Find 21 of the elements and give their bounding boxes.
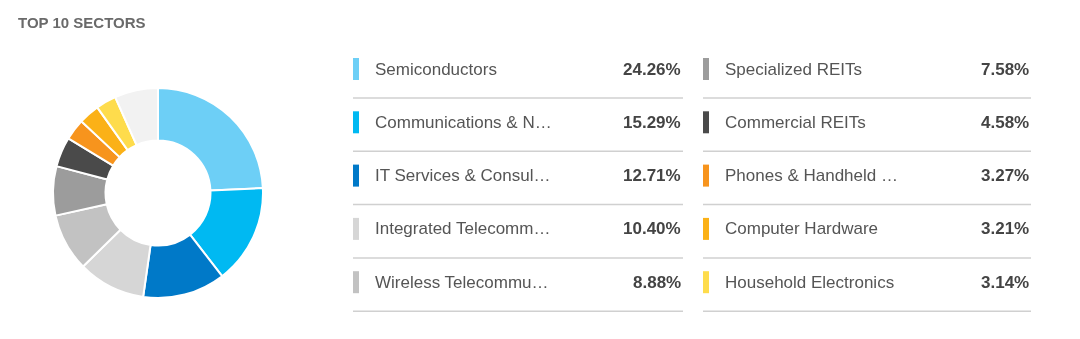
legend-label: Integrated Telecomm… bbox=[375, 219, 551, 238]
legend-label: Communications & N… bbox=[375, 113, 552, 132]
data-label: 3.27% bbox=[981, 166, 1030, 185]
data-label: 7.58% bbox=[981, 60, 1030, 79]
data-label: 24.26% bbox=[623, 60, 681, 79]
legend-label: Specialized REITs bbox=[725, 60, 863, 79]
data-label: 4.58% bbox=[981, 113, 1030, 132]
legend-label: Household Electronics bbox=[725, 273, 895, 292]
data-label: 15.29% bbox=[623, 113, 681, 132]
data-label: 10.40% bbox=[623, 219, 681, 238]
legend-label: Wireless Telecommu… bbox=[375, 273, 549, 292]
data-label: 3.14% bbox=[981, 273, 1030, 292]
legend-label: Computer Hardware bbox=[725, 219, 879, 238]
data-label: 3.21% bbox=[981, 219, 1030, 238]
data-label: 12.71% bbox=[623, 166, 681, 185]
legend-label: Semiconductors bbox=[375, 60, 497, 79]
legend-label: Commercial REITs bbox=[725, 113, 866, 132]
data-label: 8.88% bbox=[633, 273, 682, 292]
chart-title: TOP 10 SECTORS bbox=[18, 14, 146, 31]
legend-label: Phones & Handheld … bbox=[725, 166, 898, 185]
legend-label: IT Services & Consul… bbox=[375, 166, 551, 185]
